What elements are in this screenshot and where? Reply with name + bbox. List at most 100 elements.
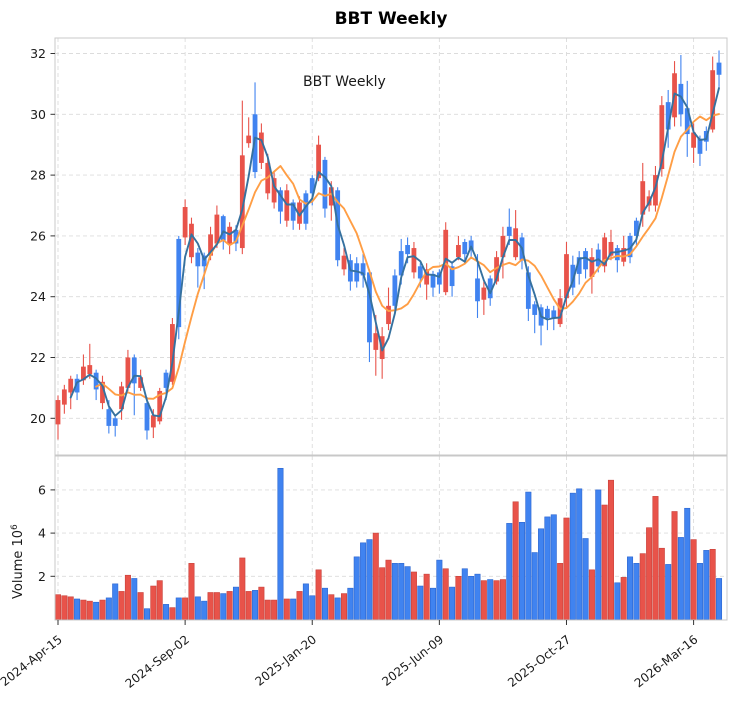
candle-body: [309, 178, 315, 194]
volume-bar: [226, 591, 233, 620]
candles: [55, 50, 722, 440]
candle-body: [506, 226, 512, 236]
candle-body: [633, 220, 639, 236]
price-tick-label: 24: [30, 289, 46, 304]
volume-bar: [423, 573, 430, 620]
volume-bar: [143, 608, 150, 620]
candle-body: [201, 255, 207, 267]
candle-body: [163, 372, 169, 388]
x-tick-label: 2025-Jan-20: [252, 632, 319, 688]
candle-body: [233, 229, 239, 244]
volume-bar: [404, 566, 411, 620]
candle-body: [583, 251, 588, 270]
candle-body: [595, 249, 601, 267]
volume-bar: [232, 586, 239, 620]
volume-bar: [417, 585, 424, 620]
candle-body: [360, 263, 366, 276]
candle-body: [316, 144, 321, 179]
candle-body: [653, 175, 658, 206]
candle-body: [710, 70, 716, 130]
price-tick-label: 32: [30, 46, 46, 61]
volume-panel-frame: [54, 455, 728, 621]
candle-body: [278, 190, 283, 212]
volume-bar: [671, 511, 678, 620]
candle-body: [220, 216, 226, 241]
volume-bar: [296, 591, 303, 620]
volume-bar: [175, 597, 182, 620]
volume-bar: [137, 592, 144, 620]
volume-bar: [468, 575, 475, 620]
volume-bar: [341, 593, 348, 620]
volume-bar: [334, 597, 341, 620]
volume-bar: [328, 594, 335, 620]
x-tick-label: 2025-Oct-27: [505, 632, 573, 690]
candle-body: [81, 366, 86, 381]
candle-body: [557, 298, 563, 325]
volume-bar: [264, 599, 271, 620]
chart-title: BBT Weekly: [334, 9, 448, 29]
candle-body: [614, 248, 620, 261]
candle-body: [246, 135, 252, 144]
volume-bar: [258, 586, 265, 620]
candle-body: [665, 102, 671, 130]
volume-bar: [677, 537, 684, 620]
volume-bar: [188, 563, 195, 620]
volume-bar: [353, 556, 360, 620]
volume-bar: [582, 538, 589, 620]
candle-body: [303, 193, 309, 224]
volume-bar: [569, 492, 576, 620]
candle-body: [341, 255, 347, 270]
candle-body: [545, 308, 550, 318]
volume-bar: [309, 595, 316, 620]
volume-bar: [150, 585, 157, 620]
price-panel-frame: [54, 37, 728, 456]
volume-bar: [220, 593, 227, 620]
candle-body: [405, 245, 410, 255]
candle-body: [271, 178, 277, 203]
candle-body: [436, 272, 442, 285]
volume-bar: [449, 586, 456, 620]
x-tick-label: 2026-Mar-16: [632, 632, 701, 690]
candle-body: [157, 390, 163, 422]
candle-body: [328, 187, 334, 206]
candle-body: [494, 257, 499, 282]
volume-bar: [194, 596, 201, 620]
price-tick-label: 22: [30, 350, 46, 365]
candle-body: [576, 257, 582, 274]
volume-bar: [271, 599, 278, 620]
candle-body: [697, 138, 703, 154]
volume-bar: [684, 507, 691, 620]
candle-body: [392, 275, 398, 306]
candle-body: [411, 248, 417, 273]
candle-body: [189, 223, 194, 258]
price-tick-label: 20: [30, 411, 46, 426]
volume-bar: [518, 521, 525, 620]
moving-average-lines: [69, 87, 720, 418]
volume-bar: [493, 580, 500, 620]
volume-bar: [633, 563, 640, 620]
x-tick-label: 2024-Sep-02: [123, 632, 192, 690]
volume-bar: [690, 539, 697, 620]
candle-body: [297, 202, 302, 224]
volume-bar: [213, 592, 220, 620]
candle-body: [373, 333, 379, 350]
volume-bar: [131, 578, 138, 620]
x-tick-label: 2024-Apr-15: [0, 632, 65, 689]
volume-bar: [506, 523, 513, 620]
candle-body: [93, 372, 99, 390]
candle-body: [468, 240, 474, 250]
inplot-series-label: BBT Weekly: [303, 74, 386, 90]
volume-bar: [430, 587, 437, 620]
volume-bar: [347, 587, 354, 620]
candle-body: [290, 202, 296, 221]
candle-body: [87, 365, 93, 375]
candle-body: [61, 389, 67, 405]
candle-body: [138, 377, 144, 388]
volume-bar: [283, 598, 290, 620]
candle-body: [55, 400, 61, 425]
volume-bar: [595, 489, 602, 620]
volume-bar: [99, 599, 106, 620]
candle-body: [284, 190, 290, 221]
volume-bar: [74, 598, 81, 620]
